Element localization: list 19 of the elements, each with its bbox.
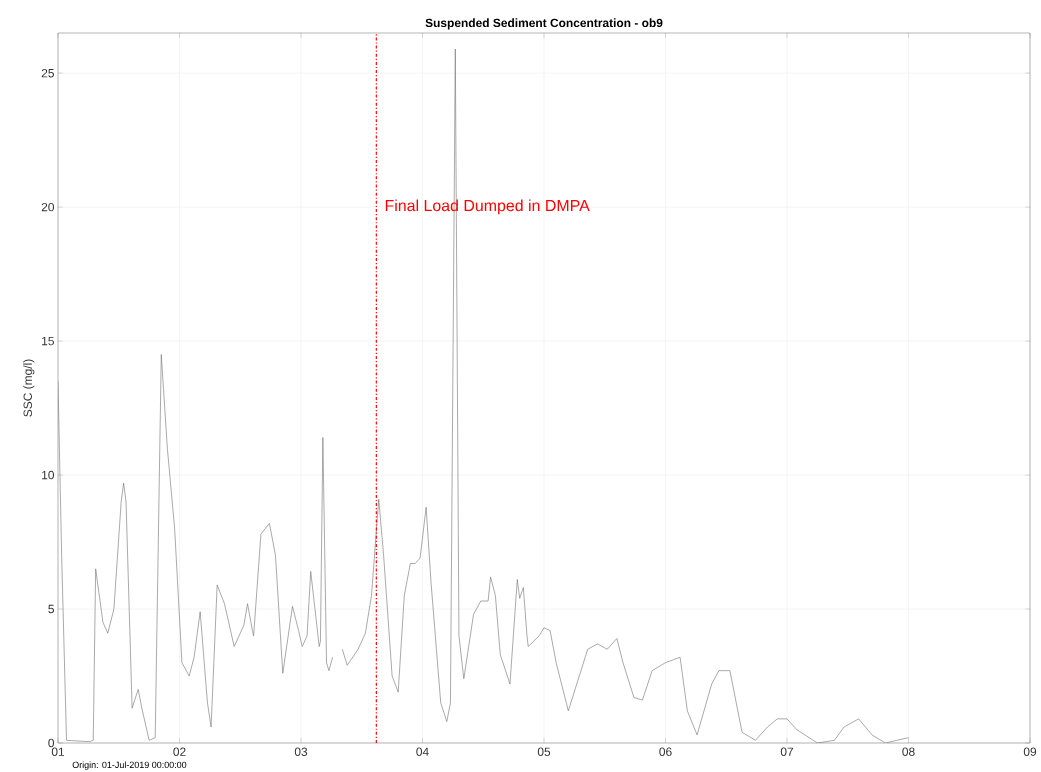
ref-line-label: Final Load Dumped in DMPA xyxy=(385,199,590,215)
x-tick-label: 05 xyxy=(537,747,551,756)
x-tick-label: 01 xyxy=(51,747,65,756)
y-tick-label: 15 xyxy=(42,336,54,346)
y-tick-label: 20 xyxy=(41,202,55,212)
y-tick-label: 5 xyxy=(48,604,54,614)
x-tick-label: 09 xyxy=(1023,747,1037,756)
x-tick-label: 07 xyxy=(780,747,794,756)
y-tick-label: 0 xyxy=(48,738,55,748)
text: Origin: 01-Jul-2019 00:00:00 xyxy=(72,761,187,770)
chart-title: Suspended Sediment Concentration - ob9 xyxy=(425,18,663,30)
y-axis-title: SSC (mg/l) xyxy=(23,359,35,417)
y-tick-label: 10 xyxy=(42,470,55,480)
y-tick-label: 25 xyxy=(41,68,54,78)
x-tick-label: 02 xyxy=(173,747,186,756)
x-tick-label: 03 xyxy=(294,747,308,756)
x-tick-label: 06 xyxy=(659,747,672,756)
x-tick-label: 08 xyxy=(902,747,915,756)
x-tick-label: 04 xyxy=(416,747,429,756)
